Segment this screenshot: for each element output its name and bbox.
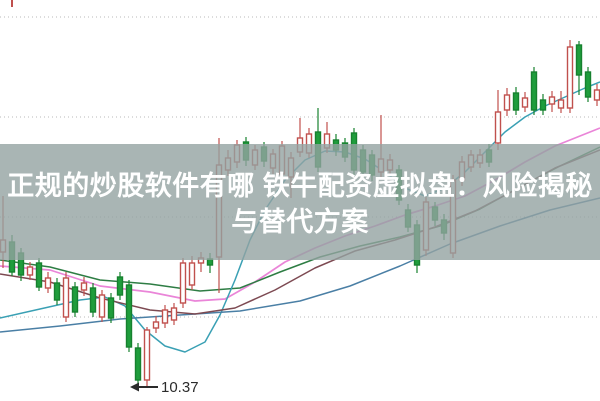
candle-body [521,97,529,108]
candle-body [26,266,34,276]
candle-body [557,99,565,109]
candle-body [503,94,511,111]
candle-body [494,111,502,144]
candle-body [107,297,115,319]
candle-body [188,262,196,286]
candle-body [143,329,151,381]
candle-body [170,307,178,321]
candle-body [134,347,142,381]
candle-body [116,276,124,296]
candle-body [35,262,43,288]
low-annotation-label: 10.37 [161,379,199,396]
candle-body [161,309,169,324]
candle-body [152,321,160,329]
candle-body [71,286,79,313]
candle-body [44,277,52,289]
candle-body [593,89,600,101]
candle-body [89,287,97,313]
candle-body [584,71,592,98]
candle-body [512,92,520,111]
candle-body [80,282,88,291]
candle-body [125,284,133,348]
candle-body [575,44,583,76]
candle-body [548,96,556,105]
headline-line1: 正规的炒股软件有哪 铁牛配资虚拟盘：风险揭秘 [7,171,593,201]
low-arrow-head [130,382,139,392]
candle-body [62,277,70,318]
candle-body [539,99,547,111]
headline-line2: 与替代方案 [231,207,369,237]
candle-body [98,294,106,318]
candle-body [530,71,538,111]
candle-body [179,262,187,304]
candle-body [53,282,61,301]
candle-body [566,46,574,109]
headline-band [0,144,600,260]
